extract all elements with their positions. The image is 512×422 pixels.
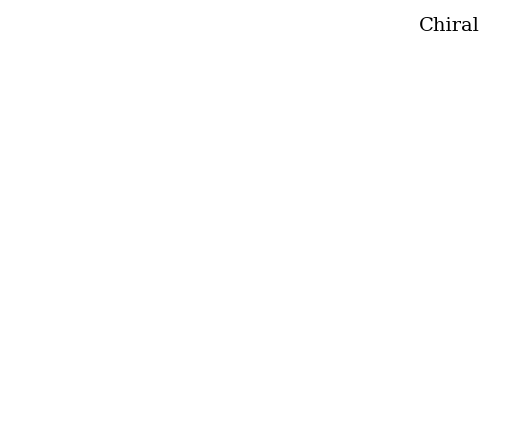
Text: Chiral: Chiral [419,17,480,35]
